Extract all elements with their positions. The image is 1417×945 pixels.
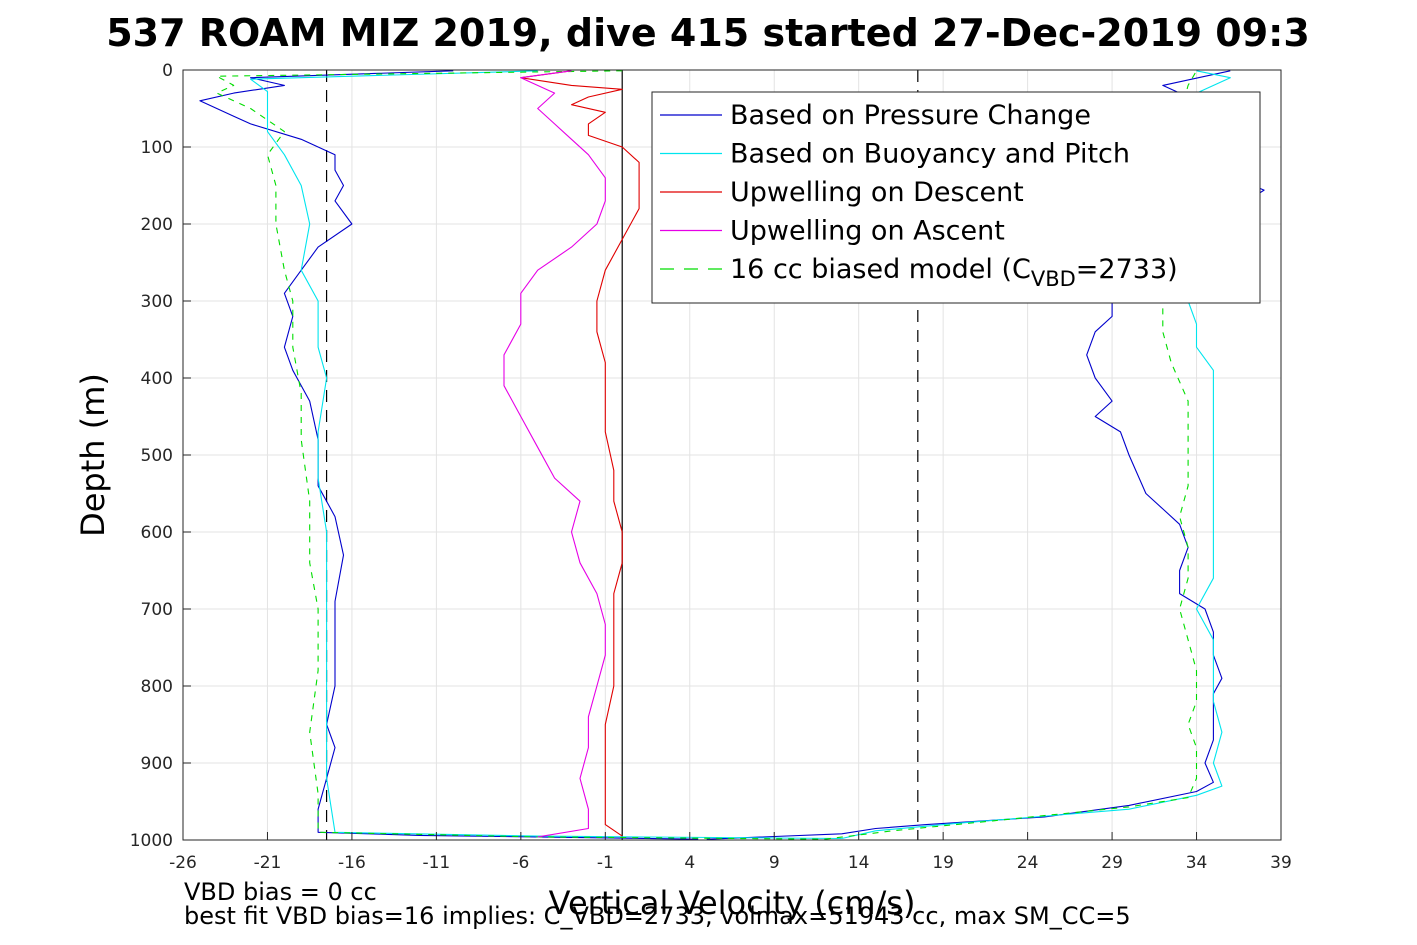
x-tick-label: -16	[338, 853, 366, 873]
x-tick-label: 24	[1017, 853, 1039, 873]
y-tick-label: 200	[141, 215, 173, 235]
y-tick-label: 900	[141, 754, 173, 774]
series-line	[503, 70, 606, 838]
x-tick-label: 29	[1101, 853, 1123, 873]
y-tick-label: 400	[141, 369, 173, 389]
x-tick-label: -1	[597, 853, 614, 873]
x-tick-label: 39	[1270, 853, 1292, 873]
series-line	[706, 70, 1265, 840]
x-tick-label: 34	[1186, 853, 1208, 873]
y-tick-label: 800	[141, 677, 173, 697]
x-tick-label: 9	[769, 853, 780, 873]
legend-box	[651, 91, 1261, 304]
x-axis-label: Vertical Velocity (cm/s)	[549, 884, 916, 922]
y-tick-label: 700	[141, 600, 173, 620]
x-tick-label: -11	[422, 853, 450, 873]
series-line	[520, 70, 640, 837]
legend: Based on Pressure Change Based on Buoyanc…	[651, 91, 1261, 304]
x-axis-ticks: -26 -21 -16 -11 -6 -1 4 9 14 19 24 29 34 39	[169, 832, 1292, 873]
y-axis-ticks: 0 100 200 300 400 500 600 700 800 900 1000	[130, 61, 191, 851]
y-tick-label: 0	[162, 61, 173, 81]
legend-label: 16 cc biased model (CVBD=2733)	[730, 254, 1178, 291]
series-line	[250, 70, 842, 840]
y-tick-label: 1000	[130, 831, 173, 851]
y-tick-label: 500	[141, 446, 173, 466]
series-line	[216, 70, 825, 840]
x-tick-label: 19	[932, 853, 954, 873]
x-tick-label: -21	[254, 853, 282, 873]
y-tick-label: 600	[141, 523, 173, 543]
footer-best-fit: best fit VBD bias=16 implies: C_VBD=2733…	[184, 902, 1131, 930]
y-tick-label: 100	[141, 138, 173, 158]
y-axis-label: Depth (m)	[74, 373, 112, 537]
legend-label: Upwelling on Ascent	[730, 216, 1005, 247]
legend-label: Based on Buoyancy and Pitch	[730, 139, 1130, 170]
chart-title: 537 ROAM MIZ 2019, dive 415 started 27-D…	[106, 11, 1310, 55]
footer-vbd-bias: VBD bias = 0 cc	[184, 878, 377, 906]
series-line	[199, 70, 699, 840]
x-tick-label: -26	[169, 853, 197, 873]
x-tick-label: -6	[512, 853, 529, 873]
x-tick-label: 4	[684, 853, 695, 873]
y-tick-label: 300	[141, 292, 173, 312]
legend-label: Upwelling on Descent	[730, 177, 1024, 208]
x-tick-label: 14	[848, 853, 870, 873]
legend-label: Based on Pressure Change	[730, 100, 1091, 131]
